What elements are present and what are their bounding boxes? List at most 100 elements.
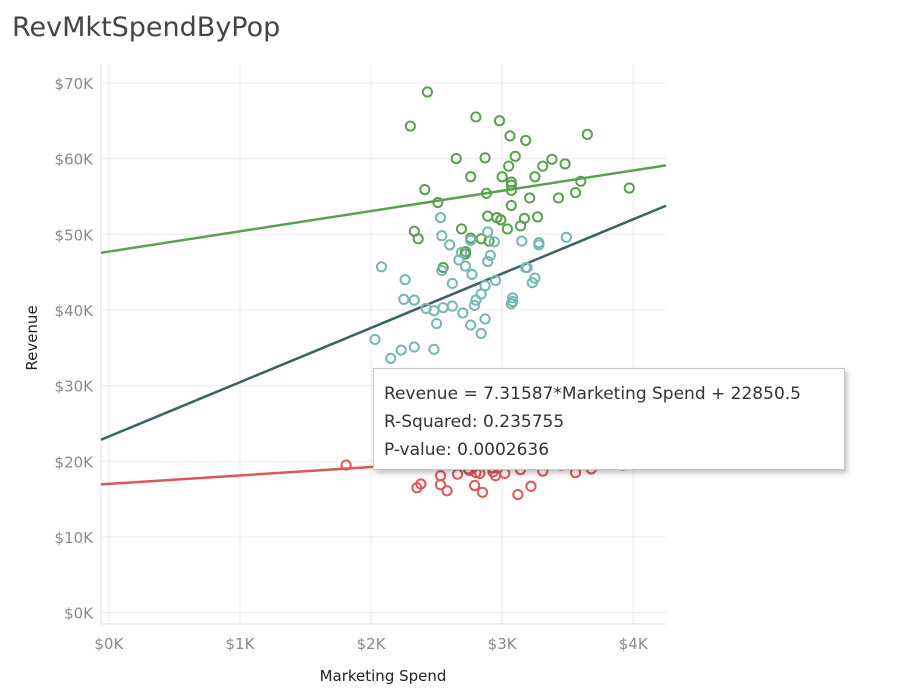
x-tick-label: $4K (619, 635, 649, 653)
data-point-teal[interactable] (436, 264, 448, 277)
axis-ticks: $0K $10K $20K $30K $40K $50K $60K $70K $0K $1K $2K… (55, 75, 649, 653)
data-point-green[interactable] (509, 150, 521, 162)
data-point-teal[interactable] (434, 212, 447, 224)
data-point-green[interactable] (552, 192, 565, 204)
data-point-teal[interactable] (446, 277, 458, 290)
data-point-green[interactable] (569, 187, 582, 199)
data-point-teal[interactable] (521, 261, 533, 274)
data-point-teal[interactable] (430, 317, 443, 330)
data-point-red[interactable] (489, 470, 502, 482)
data-point-green[interactable] (520, 134, 532, 147)
data-point-teal[interactable] (408, 341, 420, 353)
y-tick-label: $50K (55, 226, 95, 244)
data-point-teal[interactable] (484, 249, 496, 262)
data-point-teal[interactable] (529, 272, 541, 284)
data-point-teal[interactable] (453, 254, 465, 266)
data-point-red[interactable] (434, 479, 447, 491)
data-point-teal[interactable] (398, 293, 410, 305)
data-point-teal[interactable] (457, 307, 469, 319)
data-point-red[interactable] (451, 468, 464, 480)
data-point-red[interactable] (525, 480, 537, 492)
y-tick-label: $0K (64, 605, 94, 623)
data-point-green[interactable] (450, 152, 462, 165)
data-point-red[interactable] (441, 485, 453, 497)
data-point-green[interactable] (623, 182, 635, 194)
data-point-teal[interactable] (533, 239, 545, 251)
data-point-teal[interactable] (489, 274, 502, 287)
data-point-teal[interactable] (395, 344, 407, 356)
data-point-green[interactable] (495, 214, 507, 226)
tooltip-r-squared: R-Squared: 0.235755 (384, 412, 565, 432)
data-point-teal[interactable] (469, 299, 481, 312)
data-point-teal[interactable] (428, 343, 440, 355)
data-point-red[interactable] (469, 479, 481, 492)
data-point-teal[interactable] (399, 274, 411, 286)
data-point-green[interactable] (537, 160, 549, 172)
data-point-teal[interactable] (369, 333, 381, 346)
data-point-green[interactable] (479, 152, 491, 164)
data-point-teal[interactable] (444, 239, 456, 251)
data-point-teal[interactable] (459, 260, 472, 272)
data-point-green[interactable] (432, 196, 444, 209)
data-point-green[interactable] (529, 171, 541, 183)
data-point-teal[interactable] (482, 255, 494, 268)
data-point-green[interactable] (514, 220, 527, 232)
y-tick-label: $30K (55, 378, 95, 396)
data-point-green[interactable] (412, 233, 424, 245)
y-tick-label: $70K (55, 75, 95, 93)
data-point-green[interactable] (546, 153, 558, 165)
data-point-green[interactable] (465, 171, 477, 183)
data-point-green[interactable] (581, 128, 593, 140)
data-point-teal[interactable] (560, 231, 572, 243)
data-point-green[interactable] (455, 223, 468, 235)
data-point-teal[interactable] (466, 268, 478, 280)
data-point-green[interactable] (496, 171, 508, 183)
data-point-green[interactable] (482, 210, 494, 222)
data-point-green[interactable] (505, 199, 517, 212)
data-point-teal[interactable] (375, 261, 388, 273)
data-point-green[interactable] (501, 223, 513, 235)
data-point-teal[interactable] (437, 302, 449, 314)
data-point-teal[interactable] (436, 230, 448, 242)
chart-title: RevMktSpendByPop (12, 12, 281, 43)
data-point-red[interactable] (512, 488, 524, 501)
data-point-red[interactable] (340, 459, 352, 471)
data-point-teal[interactable] (475, 327, 487, 340)
data-point-teal[interactable] (475, 288, 487, 300)
tooltip-equation: Revenue = 7.31587*Marketing Spend + 2285… (384, 384, 801, 404)
data-point-teal[interactable] (385, 352, 397, 364)
data-point-green[interactable] (419, 184, 431, 196)
data-point-green[interactable] (470, 111, 482, 123)
data-point-teal[interactable] (465, 234, 477, 246)
data-point-teal[interactable] (488, 236, 500, 248)
data-point-green[interactable] (505, 184, 517, 196)
data-point-teal[interactable] (465, 319, 477, 331)
data-point-green[interactable] (480, 187, 493, 200)
data-point-green[interactable] (504, 130, 516, 142)
data-point-green[interactable] (493, 115, 506, 127)
data-point-teal[interactable] (446, 300, 458, 312)
data-point-green[interactable] (575, 175, 587, 187)
data-point-green[interactable] (404, 120, 416, 132)
data-point-teal[interactable] (505, 298, 517, 310)
data-point-green[interactable] (531, 211, 544, 223)
x-tick-label: $0K (94, 635, 124, 653)
data-point-teal[interactable] (479, 313, 491, 325)
data-point-teal[interactable] (408, 294, 420, 306)
data-point-teal[interactable] (482, 226, 494, 238)
data-point-green[interactable] (421, 86, 434, 98)
data-point-red[interactable] (415, 478, 427, 490)
data-point-green[interactable] (503, 160, 515, 172)
y-tick-label: $60K (55, 151, 95, 169)
data-point-teal[interactable] (470, 294, 482, 306)
data-point-red[interactable] (476, 486, 489, 498)
data-point-red[interactable] (499, 467, 511, 480)
data-point-green[interactable] (524, 192, 536, 204)
data-point-green[interactable] (559, 158, 571, 170)
data-point-teal[interactable] (507, 292, 519, 304)
data-point-teal[interactable] (516, 235, 528, 247)
data-point-green[interactable] (505, 179, 517, 191)
data-point-red[interactable] (434, 470, 447, 482)
overall-trend-line[interactable] (100, 204, 667, 441)
green-trend-line[interactable] (100, 164, 667, 255)
